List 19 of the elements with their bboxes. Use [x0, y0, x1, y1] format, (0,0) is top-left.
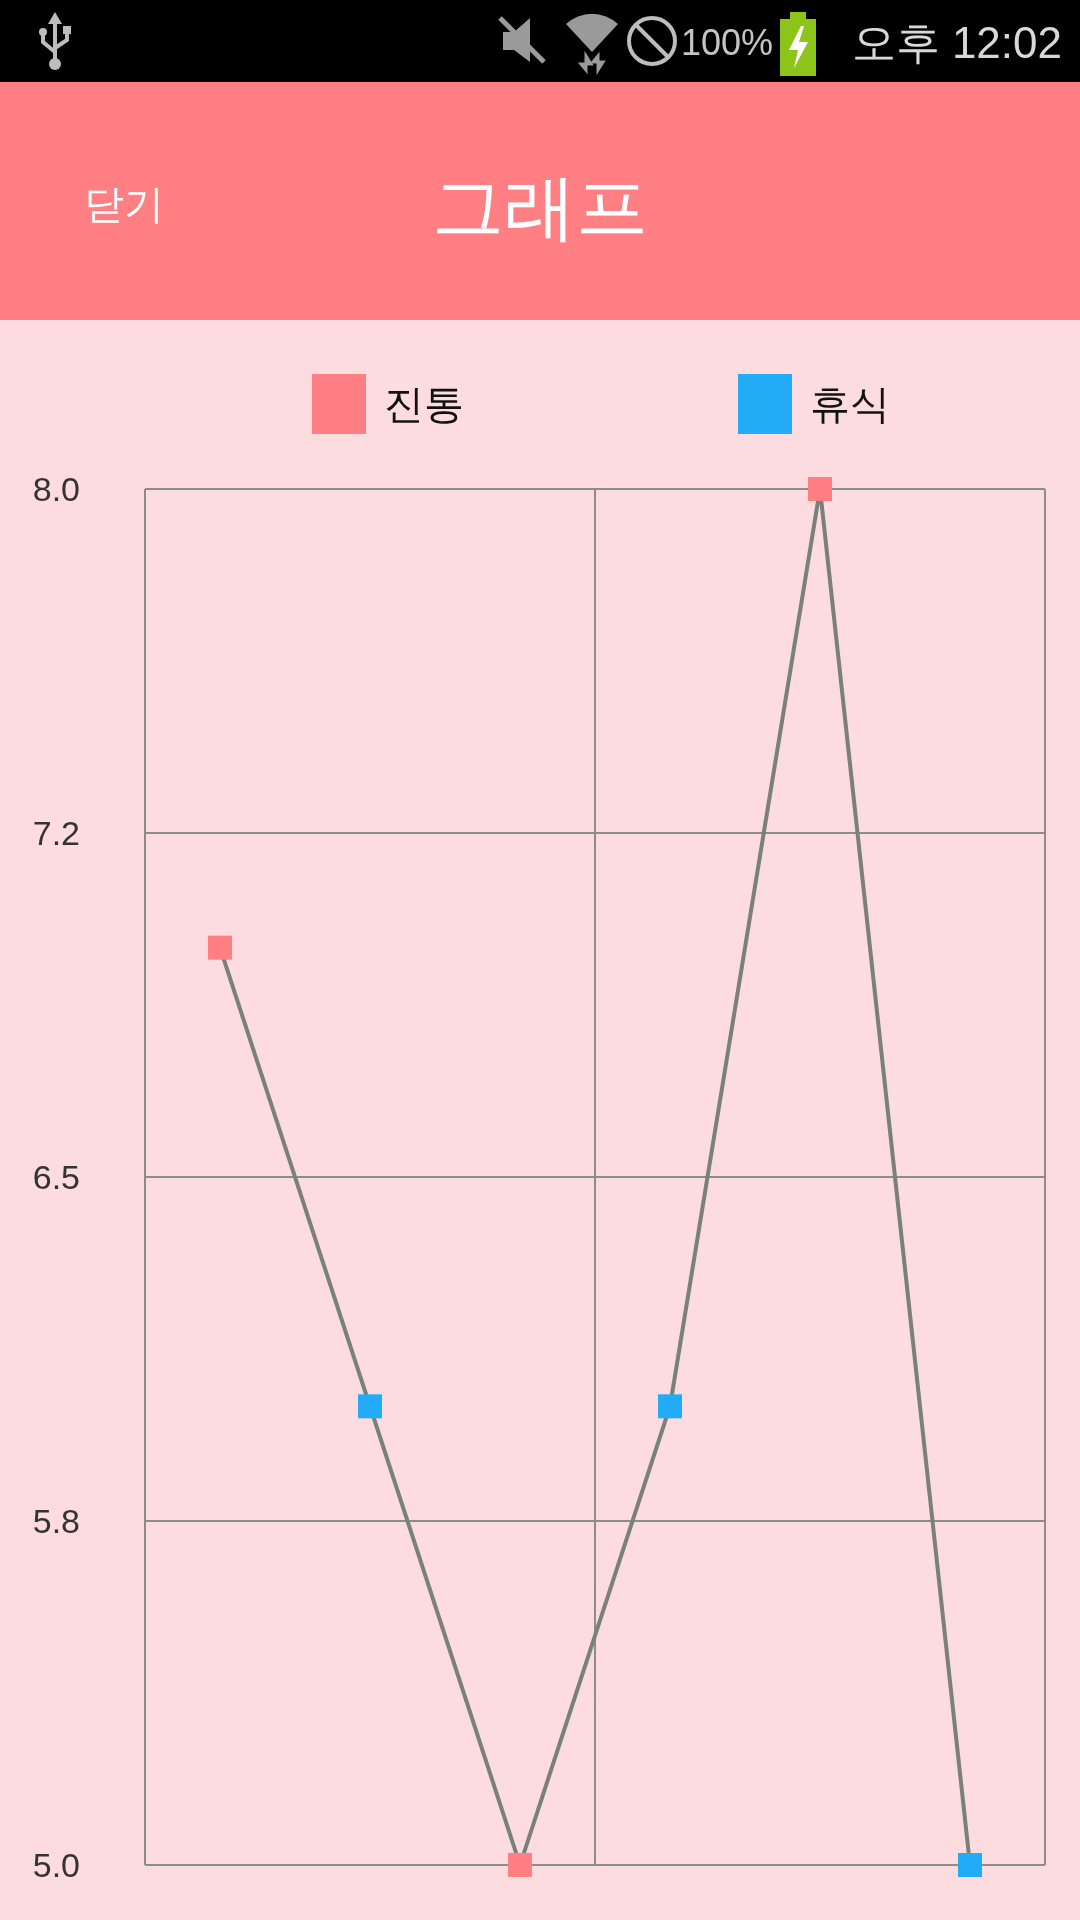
- y-tick-label: 8.0: [32, 470, 80, 508]
- legend-item: 진통: [312, 374, 464, 434]
- point: [808, 477, 832, 501]
- point: [358, 1394, 382, 1419]
- legend-label: 휴식: [810, 382, 890, 426]
- y-tick-label: 7.2: [32, 814, 80, 852]
- point: [958, 1853, 982, 1877]
- chart-title: 그래프: [432, 167, 648, 247]
- point: [208, 935, 232, 960]
- text: 닫기: [84, 182, 164, 226]
- legend-item: 휴식: [738, 374, 890, 434]
- text: 오후 12:02: [851, 17, 1062, 67]
- point: [658, 1394, 682, 1419]
- legend-label: 진통: [384, 382, 464, 426]
- point: [508, 1853, 532, 1877]
- y-tick-label: 5.0: [32, 1846, 80, 1884]
- y-tick-label: 5.8: [32, 1502, 80, 1540]
- y-tick-label: 6.5: [32, 1158, 80, 1196]
- text: 100%: [680, 21, 774, 63]
